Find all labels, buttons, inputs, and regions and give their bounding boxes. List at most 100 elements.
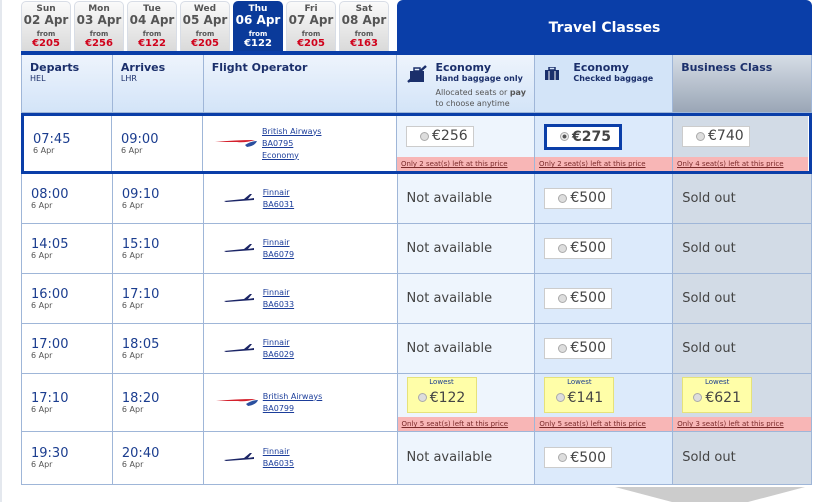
flight-row[interactable]: 17:00 6 Apr 18:05 6 Apr Finnair BA6029 Not … xyxy=(21,324,812,374)
flight-number-link[interactable]: BA6035 xyxy=(262,459,295,468)
seats-left-warning[interactable]: Only 4 seat(s) left at this price xyxy=(673,157,808,171)
date-tab[interactable]: Sat 08 Apr from €163 xyxy=(339,1,389,52)
airline-link[interactable]: Finnair xyxy=(262,287,290,297)
fare-radio[interactable] xyxy=(417,393,427,402)
fare-option[interactable]: €500 xyxy=(544,237,613,259)
date-tab[interactable]: Fri 07 Apr from €205 xyxy=(286,1,336,52)
flight-number-link[interactable]: BA0795 xyxy=(262,138,294,148)
airline-link[interactable]: British Airways xyxy=(262,391,323,401)
departure-time: 16:00 xyxy=(31,286,69,302)
seats-left-warning[interactable]: Only 5 seat(s) left at this price xyxy=(397,417,535,431)
fare-price: €256 xyxy=(432,128,468,144)
flight-number-link[interactable]: BA6033 xyxy=(262,299,295,309)
airline-link[interactable]: Finnair xyxy=(262,337,290,347)
fare-option[interactable]: €500 xyxy=(544,447,613,468)
business-cell: Sold out xyxy=(673,432,812,484)
airline-link[interactable]: Finnair xyxy=(262,187,290,197)
arrival-date: 6 Apr xyxy=(121,350,144,360)
header-arrives: Arrives LHR xyxy=(112,55,204,112)
finnair-logo xyxy=(223,243,254,252)
fare-price: €141 xyxy=(567,389,604,406)
date-tab[interactable]: Thu 06 Apr from €122 xyxy=(233,1,283,52)
seats-left-warning[interactable]: Only 2 seat(s) left at this price xyxy=(535,157,672,171)
seats-left-warning[interactable]: Only 5 seat(s) left at this price xyxy=(535,417,673,431)
flight-number-link[interactable]: BA6079 xyxy=(262,249,295,259)
date-tab[interactable]: Mon 03 Apr from €256 xyxy=(74,1,124,52)
fare-radio[interactable] xyxy=(558,193,568,203)
departure-date: 6 Apr xyxy=(31,404,53,414)
fare-status: Sold out xyxy=(682,340,736,356)
flight-table: Departs HEL Arrives LHR Flight Operator Ec… xyxy=(21,55,812,485)
flight-row[interactable]: 08:00 6 Apr 09:10 6 Apr Finnair BA6031 Not … xyxy=(21,174,812,224)
fare-option[interactable]: €500 xyxy=(544,187,613,209)
econ-hand-note: Allocated seats or xyxy=(435,88,510,97)
arrives-cell: 17:10 6 Apr xyxy=(113,274,204,323)
seats-left-warning[interactable]: Only 3 seat(s) left at this price xyxy=(673,417,812,431)
economy-checked-cell: €500 xyxy=(535,324,674,373)
departure-date: 6 Apr xyxy=(31,250,53,260)
date-tab[interactable]: Tue 04 Apr from €122 xyxy=(127,1,177,52)
econ-hand-note-end: to choose anytime xyxy=(435,99,510,108)
economy-checked-cell: €500 xyxy=(535,174,674,223)
flight-row[interactable]: 19:30 6 Apr 20:40 6 Apr Finnair BA6035 Not … xyxy=(21,432,812,485)
economy-hand-cell: Not available xyxy=(397,174,536,223)
flight-row[interactable]: 07:45 6 Apr 09:00 6 Apr British Airways BA0… xyxy=(21,113,812,174)
finnair-logo xyxy=(223,453,254,461)
fare-radio[interactable] xyxy=(420,131,429,141)
header-economy-hand: Economy Hand baggage only Allocated seat… xyxy=(397,55,536,112)
departure-time: 08:00 xyxy=(31,186,69,202)
footer-arrow xyxy=(615,487,805,502)
fare-radio[interactable] xyxy=(696,131,705,141)
arrives-cell: 09:00 6 Apr xyxy=(112,116,203,171)
fare-price: €500 xyxy=(570,290,606,306)
fare-radio[interactable] xyxy=(558,343,568,353)
fare-option[interactable]: €275 xyxy=(544,123,622,150)
flight-number-link[interactable]: BA0799 xyxy=(262,403,295,413)
flight-row[interactable]: 17:10 6 Apr 18:20 6 Apr British Airways BA0… xyxy=(21,374,812,432)
airline-link[interactable]: Finnair xyxy=(262,237,290,247)
fare-radio[interactable] xyxy=(558,293,568,303)
fare-option[interactable]: €500 xyxy=(544,337,613,359)
airline-link[interactable]: British Airways xyxy=(262,126,322,136)
tab-day: Wed xyxy=(193,4,217,14)
tab-day: Sat xyxy=(355,4,373,14)
date-tab[interactable]: Wed 05 Apr from €205 xyxy=(180,1,230,52)
header-operator: Flight Operator xyxy=(203,55,398,112)
lowest-fare-option[interactable]: Lowest €621 xyxy=(682,376,753,413)
operator-cell: British Airways BA0795 Economy xyxy=(203,116,397,171)
airline-link[interactable]: Finnair xyxy=(262,447,290,456)
flight-row[interactable]: 14:05 6 Apr 15:10 6 Apr Finnair BA6079 Not … xyxy=(21,224,812,274)
economy-hand-cell: Not available xyxy=(397,274,536,323)
departs-cell: 17:10 6 Apr xyxy=(22,374,113,431)
economy-checked-cell: €275 Only 2 seat(s) left at this price xyxy=(535,116,673,171)
tab-price: €256 xyxy=(85,38,113,49)
fare-option[interactable]: €500 xyxy=(544,287,613,309)
lowest-fare-option[interactable]: Lowest €141 xyxy=(544,376,615,413)
no-checked-bag-icon xyxy=(407,65,428,83)
fare-radio[interactable] xyxy=(560,132,569,141)
fare-option[interactable]: €740 xyxy=(682,125,750,147)
flight-row[interactable]: 16:00 6 Apr 17:10 6 Apr Finnair BA6033 Not … xyxy=(21,274,812,324)
fare-radio[interactable] xyxy=(558,453,568,462)
departure-date: 6 Apr xyxy=(31,200,53,210)
fare-status: Not available xyxy=(406,190,493,206)
fare-radio[interactable] xyxy=(693,393,703,402)
flight-number-link[interactable]: BA6031 xyxy=(262,199,295,209)
british-airways-logo xyxy=(215,139,257,147)
fare-status: Not available xyxy=(406,450,493,465)
departs-cell: 08:00 6 Apr xyxy=(22,174,113,223)
cabin-link[interactable]: Economy xyxy=(262,150,299,160)
lowest-label: Lowest xyxy=(704,377,730,386)
lowest-fare-option[interactable]: Lowest €122 xyxy=(406,376,477,413)
seats-left-warning[interactable]: Only 2 seat(s) left at this price xyxy=(397,157,534,171)
fare-option[interactable]: €256 xyxy=(406,125,474,147)
fare-radio[interactable] xyxy=(555,393,565,402)
tab-price: €205 xyxy=(297,38,325,49)
departs-label: Departs xyxy=(30,61,80,74)
flight-number-link[interactable]: BA6029 xyxy=(262,349,295,359)
tab-date: 05 Apr xyxy=(182,13,228,27)
fare-radio[interactable] xyxy=(558,243,568,253)
date-tab[interactable]: Sun 02 Apr from €205 xyxy=(21,1,71,52)
business-cell: Sold out xyxy=(673,274,812,323)
arrival-time: 20:40 xyxy=(121,446,160,461)
